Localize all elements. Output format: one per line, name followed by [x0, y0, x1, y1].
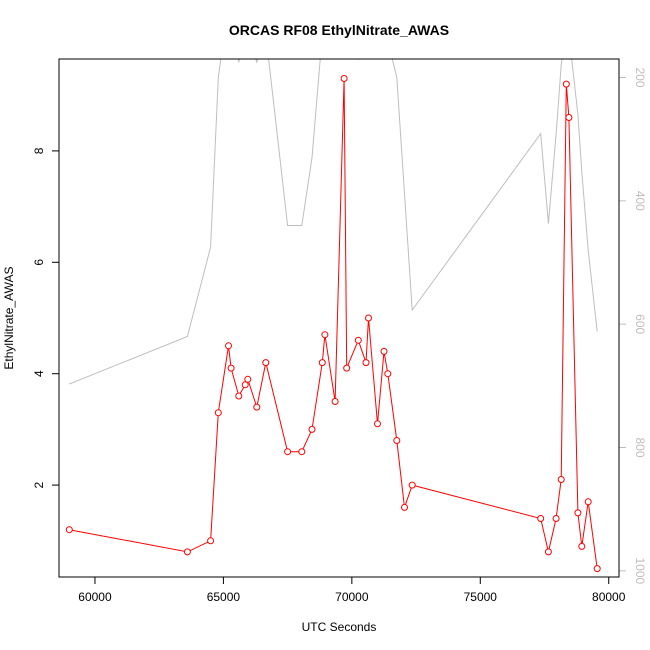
data-point-22: [374, 420, 381, 428]
data-point-7: [241, 381, 249, 389]
plot-border: [58, 58, 620, 578]
data-point-12: [298, 448, 306, 456]
x-axis-label: UTC Seconds: [302, 620, 377, 634]
data-point-1: [183, 548, 191, 556]
data-point-14: [318, 359, 326, 367]
data-point-0: [65, 526, 73, 534]
data-point-30: [552, 515, 560, 522]
series-line-secondary: [69, 59, 598, 385]
y-axis-label: EthylNitrate_AWAS: [2, 266, 16, 369]
x-tick-label-3: 75000: [464, 590, 498, 604]
chart-title: ORCAS RF08 EthylNitrate_AWAS: [229, 22, 449, 38]
y2-tick-label-3: 800: [633, 437, 647, 457]
y-tick-label-0: 2: [32, 481, 46, 488]
data-point-13: [308, 425, 316, 433]
data-point-11: [284, 448, 292, 456]
data-point-20: [362, 359, 370, 367]
data-point-6: [235, 392, 243, 400]
data-point-17: [340, 75, 348, 82]
data-point-2: [207, 537, 215, 545]
x-tick-label-1: 65000: [207, 590, 241, 604]
data-point-28: [537, 515, 545, 522]
data-point-33: [565, 114, 573, 121]
series-layer: [65, 59, 601, 573]
data-point-27: [408, 481, 416, 489]
data-point-16: [331, 398, 339, 405]
x-tick-label-2: 70000: [335, 590, 369, 604]
data-point-18: [343, 364, 351, 372]
data-point-19: [354, 336, 362, 344]
data-point-24: [384, 370, 392, 378]
data-point-8: [244, 375, 252, 383]
y2-tick-label-2: 600: [633, 314, 647, 334]
data-point-15: [321, 331, 329, 339]
data-point-34: [574, 509, 582, 517]
data-point-10: [262, 359, 270, 367]
y-tick-label-1: 4: [32, 370, 46, 377]
y2-tick-label-0: 200: [633, 67, 647, 87]
y2-tick-label-1: 400: [633, 191, 647, 211]
data-point-26: [401, 503, 408, 511]
data-point-36: [584, 498, 592, 506]
axes-layer: 60000 65000 70000 75000 80000 2 4 6 8 200 400 600 80…: [32, 67, 647, 604]
x-tick-label-4: 80000: [592, 590, 626, 604]
data-point-37: [593, 565, 601, 573]
data-point-4: [225, 342, 232, 350]
data-point-35: [578, 542, 586, 550]
data-point-5: [227, 364, 235, 372]
data-point-25: [393, 437, 401, 444]
data-point-3: [214, 409, 222, 417]
y-tick-label-3: 8: [32, 147, 46, 154]
y2-tick-label-4: 1000: [633, 557, 647, 584]
y-tick-label-2: 6: [32, 259, 46, 266]
x-tick-label-0: 60000: [78, 590, 112, 604]
data-point-21: [365, 314, 372, 322]
data-point-32: [562, 80, 570, 88]
data-point-9: [253, 403, 261, 411]
data-point-31: [557, 476, 565, 483]
data-point-29: [544, 548, 552, 556]
data-point-23: [380, 347, 388, 355]
